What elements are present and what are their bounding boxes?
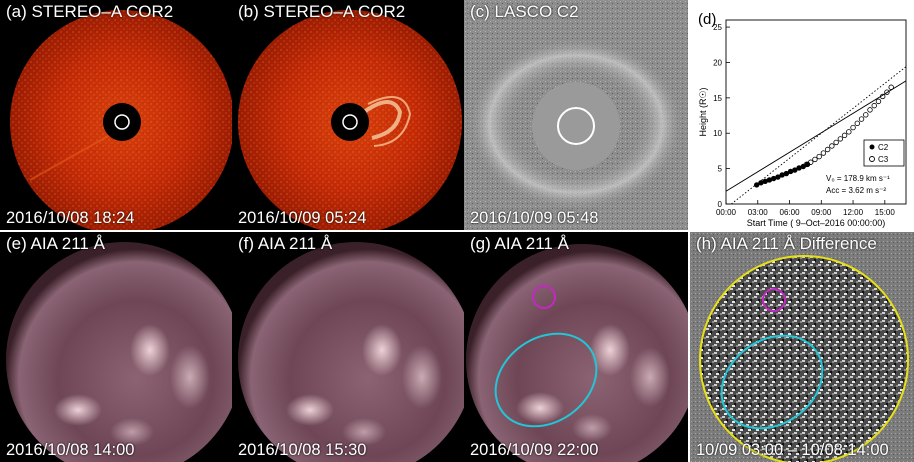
data-point-c3 (875, 98, 882, 105)
panel-b-stereo-cor2: (b) STEREO–A COR2 2016/10/09 05:24 (232, 0, 464, 230)
x-tick-label: 09:00 (811, 208, 832, 217)
y-tick-label: 25 (713, 23, 722, 32)
magenta-circle-marker (762, 288, 786, 312)
y-axis-label: Height (R☉) (698, 87, 708, 136)
data-point-c3 (803, 161, 810, 168)
panel-g-aia-211: (g) AIA 211 Å 2016/10/09 22:00 (464, 232, 688, 462)
cme-loop (362, 100, 403, 140)
annotation-acc: Acc = 3.62 m s⁻² (826, 186, 886, 195)
y-tick-label: 5 (718, 165, 723, 174)
data-point-c3 (888, 84, 894, 90)
data-point-c3 (833, 139, 839, 146)
yellow-solar-limb (699, 255, 909, 462)
data-point-c3 (846, 129, 852, 135)
panel-timestamp: 2016/10/08 18:24 (6, 209, 135, 227)
plot-frame (725, 19, 907, 205)
data-point-c2 (775, 174, 781, 180)
panel-timestamp: 2016/10/08 14:00 (6, 441, 135, 459)
data-point-c3 (850, 124, 856, 131)
panel-label: (a) STEREO–A COR2 (6, 2, 174, 21)
panel-e-aia-211: (e) AIA 211 Å 2016/10/08 14:00 (0, 232, 232, 462)
data-point-c2 (783, 170, 790, 177)
aia-211-image-g (466, 244, 688, 462)
stereo-cor2-image-a (10, 10, 232, 230)
x-tick-label: 15:00 (875, 208, 896, 217)
data-point-c3 (808, 159, 814, 165)
data-point-c3 (867, 107, 873, 113)
data-point-c3 (880, 93, 886, 100)
panel-label: (e) AIA 211 Å (6, 234, 105, 253)
y-tick-label: 0 (718, 200, 723, 209)
data-point-c3 (829, 143, 835, 149)
x-tick-label: 06:00 (780, 208, 801, 217)
aia-211-image-e (6, 242, 232, 462)
stereo-cor2-image-b (238, 10, 462, 230)
panel-label: (g) AIA 211 Å (470, 234, 569, 253)
data-point-c3 (824, 146, 831, 153)
data-point-c3 (884, 89, 890, 95)
panel-timestamp: 10/09 03:00 – 10/08 14:00 (696, 441, 889, 459)
lasco-c2-image (464, 0, 688, 230)
data-point-c3 (812, 156, 818, 163)
panel-a-stereo-cor2: (a) STEREO–A COR2 2016/10/08 18:24 (0, 0, 232, 230)
data-point-c3 (837, 136, 844, 142)
data-point-c3 (816, 153, 822, 160)
aia-211-image-f (238, 242, 464, 462)
data-point-c2 (792, 167, 798, 173)
magenta-circle-marker (532, 285, 556, 309)
x-tick-label: 03:00 (748, 208, 769, 217)
data-point-c3 (858, 116, 865, 122)
panel-h-aia-211-difference: (h) AIA 211 Å Difference 10/09 03:00 – 1… (690, 232, 914, 462)
y-tick-label: 20 (713, 58, 722, 67)
panel-label: (c) LASCO C2 (470, 2, 579, 21)
panel-timestamp: 2016/10/09 05:24 (238, 209, 367, 227)
panel-d-height-time-plot: (d) 00:00 03:00 06:00 09:00 12:00 15:00 0 5 10 15… (690, 0, 914, 230)
legend-entry-c2: C2 (878, 143, 889, 152)
panel-label: (f) AIA 211 Å (238, 234, 333, 253)
panel-timestamp: 2016/10/09 22:00 (470, 441, 599, 459)
panel-timestamp: 2016/10/08 15:30 (238, 441, 367, 459)
panel-c-lasco-c2: (c) LASCO C2 2016/10/09 05:48 (464, 0, 688, 230)
fit-line-solid (725, 80, 907, 192)
legend-marker-c2 (869, 144, 875, 150)
x-tick-label: 00:00 (716, 208, 737, 217)
cyan-ellipse-marker (720, 334, 824, 430)
x-axis-label: Start Time ( 9–Oct–2016 00:00:00) (747, 218, 886, 228)
data-point-c3 (854, 120, 860, 127)
annotation-v0: V₀ = 178.9 km s⁻¹ (826, 174, 890, 183)
x-tick-label: 12:00 (843, 208, 864, 217)
cyan-ellipse-marker (494, 332, 598, 428)
panel-label: (h) AIA 211 Å Difference (696, 234, 877, 253)
data-point-c3 (820, 150, 827, 156)
aia-211-difference-image (690, 232, 914, 462)
data-point-c3 (841, 132, 848, 139)
y-tick-label: 15 (713, 94, 722, 103)
data-point-c2 (754, 182, 760, 188)
panel-label: (b) STEREO–A COR2 (238, 2, 406, 21)
y-tick-label: 10 (713, 129, 722, 138)
panel-f-aia-211: (f) AIA 211 Å 2016/10/08 15:30 (232, 232, 464, 462)
legend-entry-c3: C3 (878, 155, 889, 164)
panel-timestamp: 2016/10/09 05:48 (470, 209, 599, 227)
data-point-c3 (871, 102, 877, 109)
height-time-chart: (d) 00:00 03:00 06:00 09:00 12:00 15:00 0 5 10 15… (698, 11, 907, 228)
legend-marker-c3 (869, 156, 875, 162)
data-point-c3 (863, 112, 869, 118)
chart-legend: C2 C3 (863, 139, 905, 167)
chart-panel-label: (d) (698, 11, 716, 28)
